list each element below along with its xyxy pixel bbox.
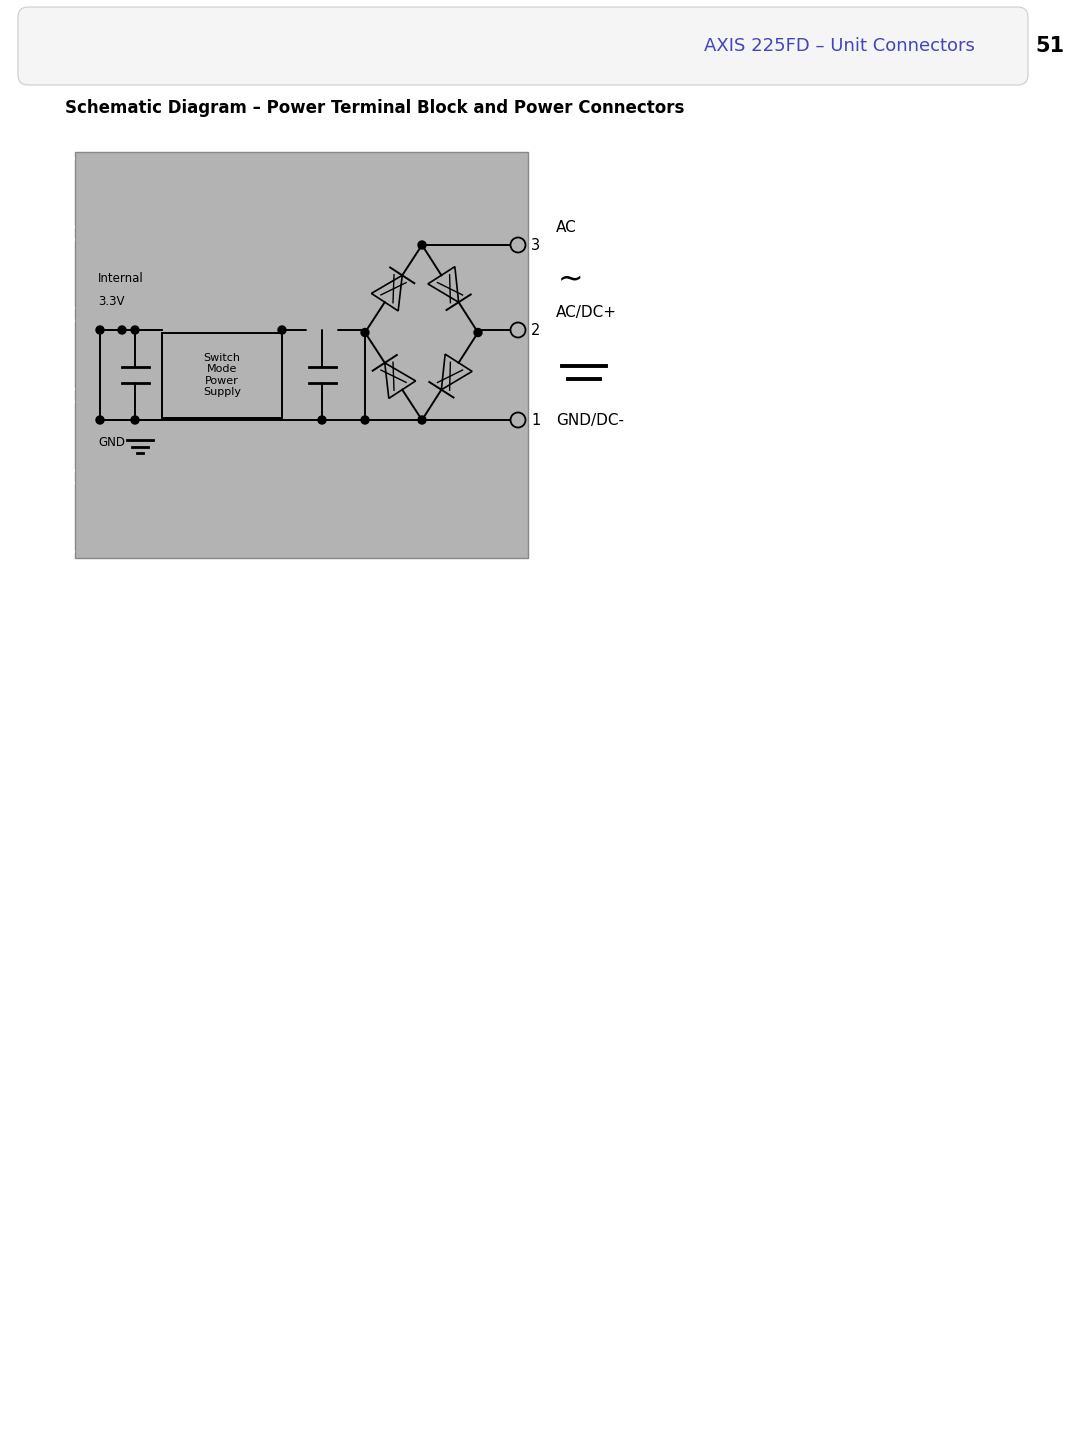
Circle shape xyxy=(361,329,369,336)
Circle shape xyxy=(511,412,526,428)
Text: 51: 51 xyxy=(1036,36,1065,56)
Bar xyxy=(162,333,282,418)
Text: 3: 3 xyxy=(531,237,540,253)
Circle shape xyxy=(511,323,526,337)
Circle shape xyxy=(131,416,139,425)
Text: AXIS 225FD – Unit Connectors: AXIS 225FD – Unit Connectors xyxy=(704,37,975,54)
Text: Switch
Mode
Power
Supply: Switch Mode Power Supply xyxy=(203,353,241,398)
Text: 2: 2 xyxy=(531,323,540,337)
Text: Internal: Internal xyxy=(98,272,144,285)
Text: 3.3V: 3.3V xyxy=(98,295,124,307)
Circle shape xyxy=(96,326,104,335)
Circle shape xyxy=(418,242,426,249)
Circle shape xyxy=(278,326,286,335)
Text: 1: 1 xyxy=(531,412,540,428)
Text: GND: GND xyxy=(98,436,125,449)
Circle shape xyxy=(511,237,526,253)
Bar xyxy=(75,152,528,558)
Text: GND/DC-: GND/DC- xyxy=(556,412,624,428)
FancyBboxPatch shape xyxy=(18,7,1028,84)
Circle shape xyxy=(418,416,426,425)
Circle shape xyxy=(361,416,369,425)
Circle shape xyxy=(118,326,126,335)
Circle shape xyxy=(318,416,326,425)
Text: AC: AC xyxy=(556,219,577,235)
Circle shape xyxy=(96,416,104,425)
Text: Schematic Diagram – Power Terminal Block and Power Connectors: Schematic Diagram – Power Terminal Block… xyxy=(65,99,685,117)
Text: AC/DC+: AC/DC+ xyxy=(556,305,617,319)
Circle shape xyxy=(474,329,482,336)
Text: ∼: ∼ xyxy=(558,265,584,295)
Circle shape xyxy=(131,326,139,335)
